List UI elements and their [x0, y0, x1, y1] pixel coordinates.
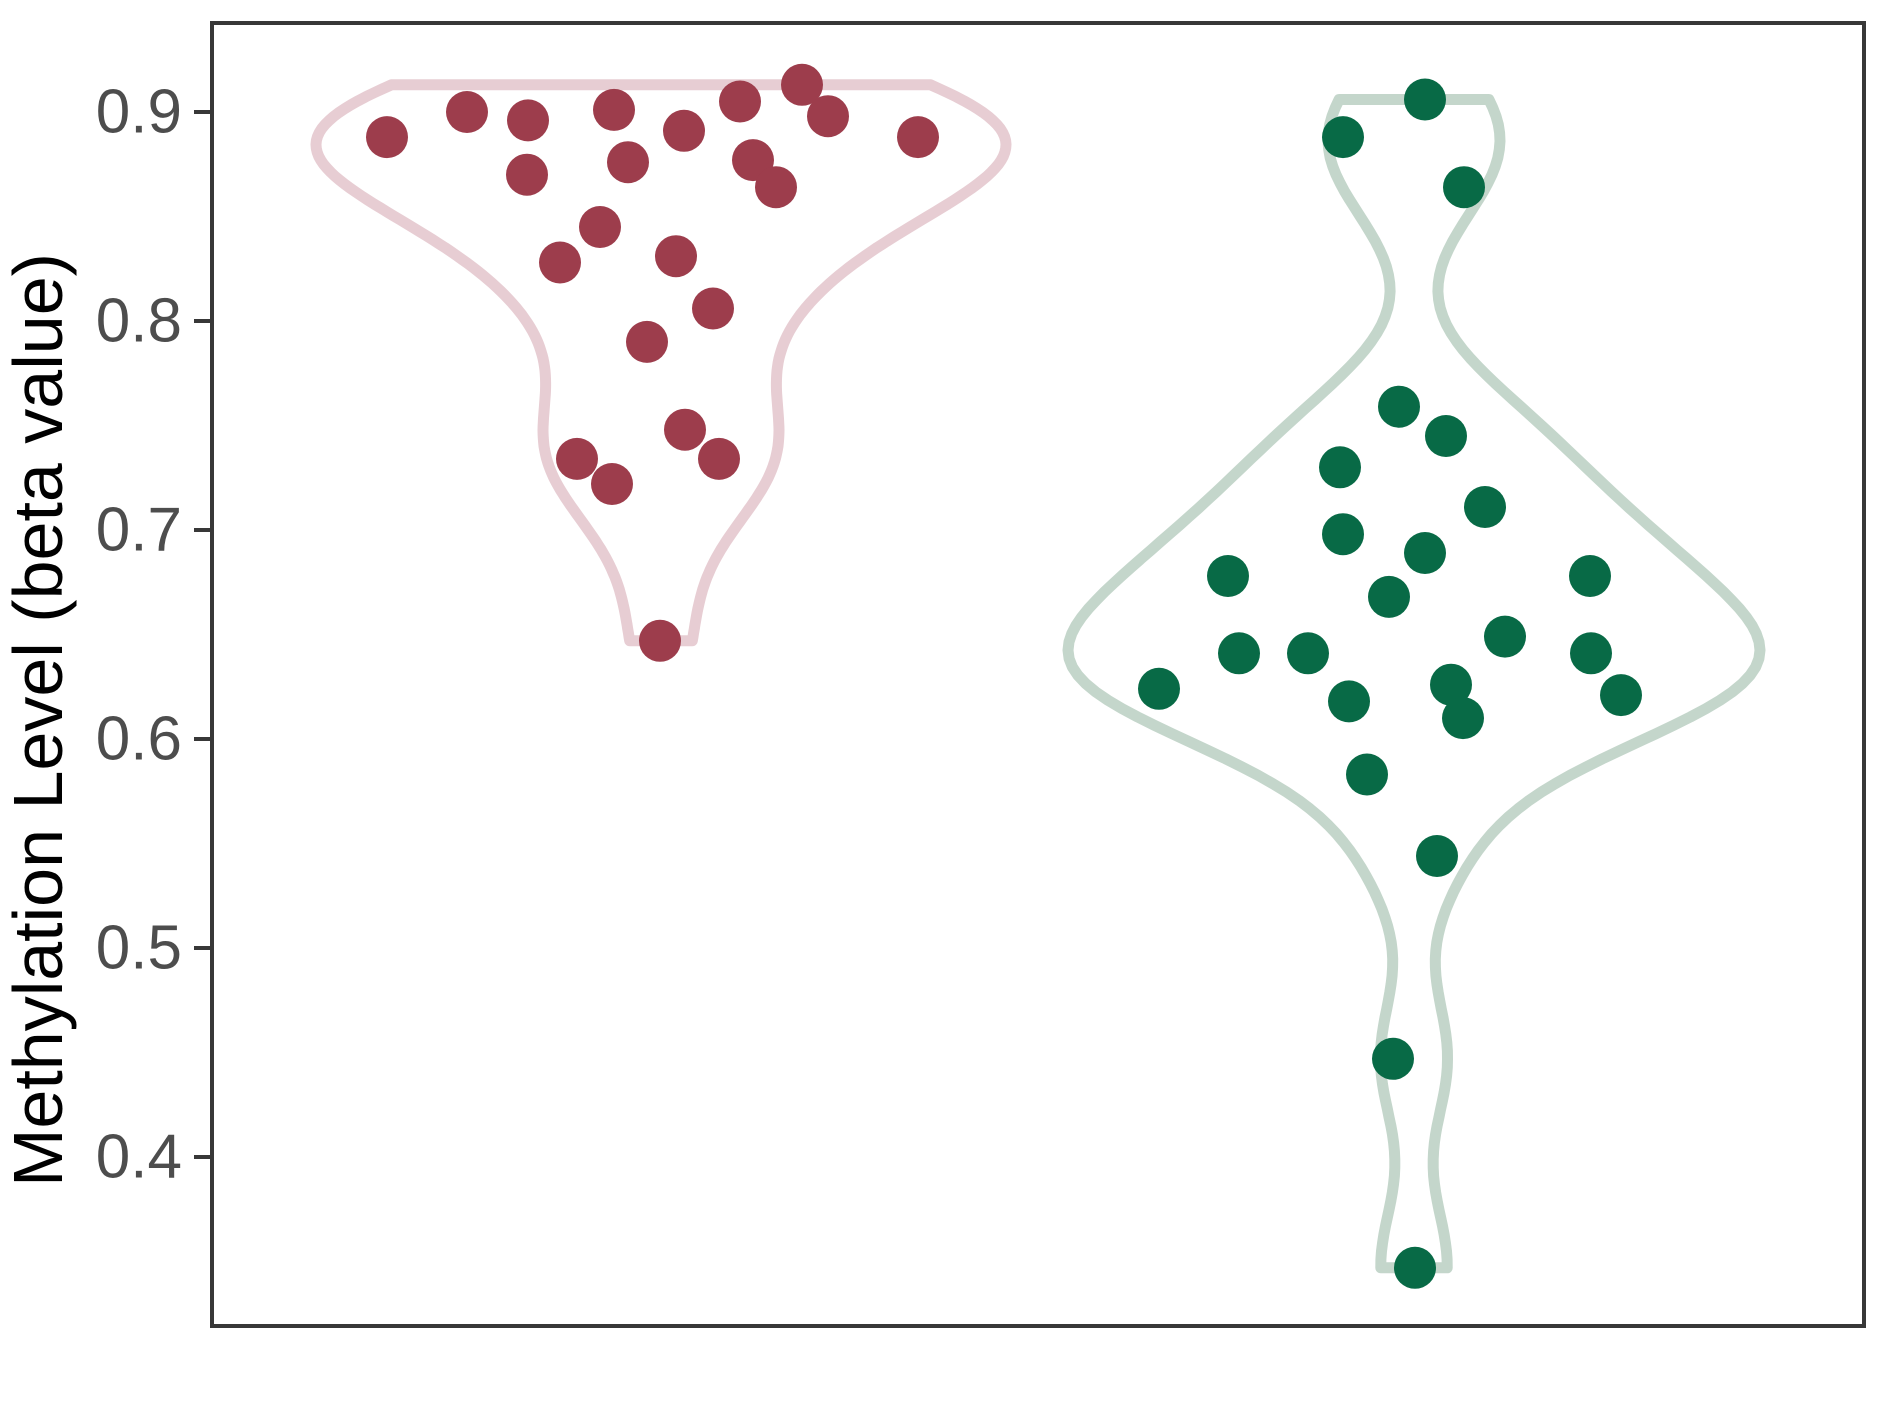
- data-point-group-2: [1404, 532, 1446, 574]
- data-point-group-1: [626, 320, 668, 363]
- data-point-group-2: [1138, 667, 1180, 710]
- panel-border: [210, 21, 1866, 1328]
- data-point-group-1: [755, 166, 797, 209]
- data-point-group-1: [507, 99, 549, 142]
- y-axis-ticks: [194, 110, 212, 1159]
- data-point-group-1: [591, 463, 633, 505]
- data-point-group-2: [1464, 486, 1506, 528]
- data-point-group-2: [1404, 78, 1446, 121]
- data-point-group-2: [1416, 835, 1458, 877]
- y-axis-tick-labels: 0.9 0.8 0.7 0.6 0.5 0.4: [96, 78, 182, 1192]
- data-point-group-1: [593, 88, 635, 131]
- data-point-group-1: [506, 153, 548, 196]
- jitter-points: [366, 63, 1642, 1289]
- y-tick-label: 0.9: [96, 78, 182, 147]
- data-point-group-2: [1442, 697, 1484, 740]
- data-point-group-2: [1319, 446, 1361, 489]
- data-point-group-2: [1570, 632, 1612, 675]
- data-point-group-2: [1394, 1246, 1436, 1289]
- data-point-group-1: [556, 437, 598, 480]
- data-point-group-2: [1569, 555, 1611, 597]
- data-point-group-2: [1425, 415, 1467, 457]
- data-point-group-1: [781, 63, 823, 106]
- data-point-group-2: [1372, 1037, 1414, 1080]
- data-point-group-1: [639, 619, 681, 662]
- data-point-group-2: [1600, 674, 1642, 717]
- data-point-group-2: [1484, 615, 1526, 658]
- violin-outline-group-1: [310, 79, 1012, 647]
- data-point-group-1: [698, 437, 740, 480]
- data-point-group-2: [1287, 632, 1329, 675]
- data-point-group-2: [1378, 385, 1420, 428]
- data-point-group-1: [655, 235, 697, 278]
- data-point-group-1: [664, 408, 706, 451]
- data-point-group-2: [1443, 166, 1485, 209]
- violin-outline-group-2: [1062, 94, 1766, 1274]
- y-tick-label: 0.4: [96, 1123, 182, 1192]
- data-point-group-1: [663, 109, 705, 152]
- data-point-group-2: [1218, 632, 1260, 675]
- data-point-group-2: [1322, 116, 1364, 159]
- y-axis-title: Methylation Level (beta value): [0, 253, 77, 1187]
- data-point-group-2: [1328, 680, 1370, 723]
- data-point-group-1: [366, 116, 408, 159]
- data-point-group-1: [539, 241, 581, 284]
- data-point-group-1: [807, 95, 849, 138]
- y-tick-label: 0.7: [96, 496, 182, 565]
- data-point-group-2: [1346, 753, 1388, 796]
- panel-border-group: [210, 21, 1866, 1328]
- data-point-group-2: [1207, 555, 1249, 597]
- violin-outlines: [310, 79, 1766, 1274]
- data-point-group-1: [692, 287, 734, 330]
- data-point-group-2: [1322, 513, 1364, 556]
- data-point-group-1: [579, 206, 621, 248]
- data-point-group-2: [1430, 663, 1472, 706]
- data-point-group-1: [446, 91, 488, 133]
- y-tick-label: 0.6: [96, 705, 182, 774]
- data-point-group-1: [607, 141, 649, 184]
- data-point-group-1: [719, 80, 761, 123]
- y-tick-label: 0.8: [96, 287, 182, 356]
- data-point-group-1: [897, 116, 939, 159]
- data-point-group-2: [1368, 575, 1410, 618]
- y-tick-label: 0.5: [96, 914, 182, 983]
